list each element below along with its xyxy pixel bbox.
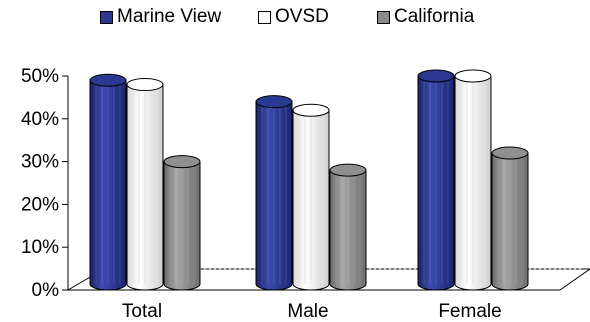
y-tick-label: 20%: [21, 194, 59, 215]
value-axis: 0% 10% 20% 30% 40% 50%: [21, 66, 69, 301]
bar-california-total: [163, 155, 201, 291]
bar-ovsd-male: [292, 103, 330, 291]
legend-item-marine-view: Marine View: [100, 6, 221, 28]
legend: Marine View OVSD California: [0, 6, 590, 32]
x-tick-label: Male: [287, 301, 328, 322]
bar-cap: [163, 155, 201, 169]
bar-cap: [417, 69, 455, 83]
legend-item-ovsd: OVSD: [258, 6, 329, 28]
bar-cap: [329, 163, 367, 177]
legend-label: OVSD: [275, 6, 329, 27]
bars: [89, 69, 529, 291]
bar-cap: [491, 146, 529, 160]
bar-cap: [89, 73, 127, 87]
y-tick-label: 0%: [32, 280, 60, 301]
y-tick-label: 30%: [21, 152, 59, 173]
legend-swatch-marine-view: [100, 10, 113, 24]
bar-marine-view-total: [89, 73, 127, 291]
bar-ovsd-female: [454, 69, 492, 291]
bar-cap: [292, 103, 330, 117]
bar-cap: [255, 95, 293, 109]
bar-ovsd-total: [126, 78, 164, 291]
bar-california-female: [491, 146, 529, 291]
legend-label: Marine View: [117, 6, 222, 27]
bar-body: [89, 79, 127, 291]
bar-body: [255, 101, 293, 291]
legend-item-california: California: [377, 6, 474, 28]
bar-body: [417, 75, 455, 291]
y-tick-label: 40%: [21, 109, 59, 130]
bar-cap: [126, 78, 164, 92]
x-tick-label: Female: [438, 301, 501, 322]
category-axis: Total Male Female: [122, 301, 502, 322]
bar-body: [329, 169, 367, 291]
bar-california-male: [329, 163, 367, 291]
bar-marine-view-male: [255, 95, 293, 291]
bar-cap: [454, 69, 492, 83]
bar-marine-view-female: [417, 69, 455, 291]
bar-body: [163, 161, 201, 291]
x-tick-label: Total: [122, 301, 162, 322]
y-tick-label: 10%: [21, 237, 59, 258]
legend-swatch-california: [377, 10, 390, 24]
y-tick-label: 50%: [21, 66, 59, 87]
legend-label: California: [394, 6, 475, 27]
legend-swatch-ovsd: [258, 10, 271, 24]
bar-body: [491, 152, 529, 291]
